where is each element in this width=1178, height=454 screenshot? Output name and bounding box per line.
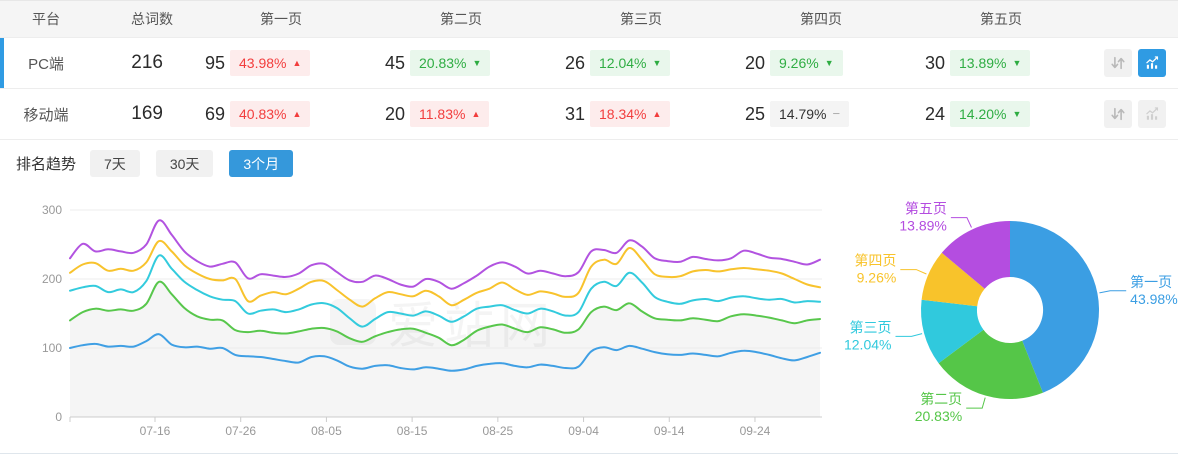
svg-text:09-24: 09-24: [740, 424, 771, 438]
page2-change-badge: 11.83% ▲: [410, 101, 490, 127]
trend-section-bar: 排名趋势 7天 30天 3个月: [0, 140, 1178, 187]
svg-text:13.89%: 13.89%: [899, 218, 946, 234]
page4-change-badge: 9.26% ▼: [770, 50, 843, 76]
svg-text:09-14: 09-14: [654, 424, 685, 438]
page5-count: 30: [924, 52, 945, 73]
svg-text:0: 0: [55, 410, 62, 424]
platform-name: 移动端: [23, 106, 69, 124]
svg-text:07-16: 07-16: [140, 424, 171, 438]
page5-change-badge: 14.20% ▼: [950, 101, 1031, 127]
tab-7-days[interactable]: 7天: [90, 150, 140, 177]
svg-text:第二页: 第二页: [920, 391, 962, 407]
change-percent: 14.20%: [959, 106, 1007, 122]
page2-count: 45: [384, 52, 405, 73]
total-words-value: 216: [131, 52, 163, 73]
trend-chart-button[interactable]: [1138, 49, 1166, 77]
svg-text:43.98%: 43.98%: [1130, 291, 1177, 307]
change-percent: 11.83%: [419, 106, 466, 122]
svg-text:100: 100: [42, 341, 62, 355]
change-percent: 13.89%: [959, 55, 1007, 71]
svg-text:12.04%: 12.04%: [844, 336, 891, 352]
change-percent: 20.83%: [419, 55, 467, 71]
trend-down-icon: ▼: [1012, 109, 1022, 119]
svg-text:第四页: 第四页: [854, 253, 896, 269]
sort-button[interactable]: [1104, 49, 1132, 77]
trend-chart-button[interactable]: [1138, 100, 1166, 128]
sort-arrows-icon: [1111, 107, 1125, 121]
sort-button[interactable]: [1104, 100, 1132, 128]
trend-down-icon: ▼: [1012, 58, 1022, 68]
svg-text:20.83%: 20.83%: [915, 408, 962, 424]
col-header-total-words: 总词数: [131, 11, 173, 27]
trend-chart-icon: [1146, 107, 1159, 120]
tab-3-months[interactable]: 3个月: [229, 150, 294, 177]
table-row-mobile[interactable]: 移动端 169 69 40.83% ▲ 20 11.83% ▲ 31 18.34% ▲…: [0, 89, 1178, 140]
change-percent: 43.98%: [239, 55, 287, 71]
svg-text:9.26%: 9.26%: [857, 270, 897, 286]
svg-text:第一页: 第一页: [1130, 274, 1172, 290]
svg-text:08-15: 08-15: [397, 424, 428, 438]
page3-count: 31: [564, 103, 585, 124]
trend-down-icon: ▼: [472, 58, 482, 68]
page1-change-badge: 43.98% ▲: [230, 50, 311, 76]
trend-up-icon: ▲: [471, 109, 481, 119]
sort-arrows-icon: [1111, 56, 1125, 70]
page3-change-badge: 18.34% ▲: [590, 101, 671, 127]
change-percent: 18.34%: [599, 106, 647, 122]
ranking-trend-line-chart: 爱站网 0 100 200 300 07-16 07-26 08-05 08-15 08-25 09…: [42, 203, 822, 438]
svg-text:09-04: 09-04: [568, 424, 599, 438]
col-header-page2: 第二页: [440, 11, 482, 27]
page5-change-badge: 13.89% ▼: [950, 50, 1031, 76]
page1-count: 69: [204, 103, 225, 124]
col-header-page3: 第三页: [620, 11, 662, 27]
svg-text:08-25: 08-25: [482, 424, 513, 438]
page3-change-badge: 12.04% ▼: [590, 50, 671, 76]
col-header-page4: 第四页: [800, 11, 842, 27]
svg-text:第三页: 第三页: [849, 319, 891, 335]
svg-text:300: 300: [42, 203, 62, 217]
page2-change-badge: 20.83% ▼: [410, 50, 491, 76]
page4-change-badge: 14.79% −: [770, 101, 850, 127]
trend-section-title: 排名趋势: [16, 156, 77, 173]
page3-count: 26: [564, 52, 585, 73]
charts-area: 爱站网 0 100 200 300 07-16 07-26 08-05 08-15 08-25 09…: [0, 187, 1178, 453]
page4-count: 20: [744, 52, 765, 73]
platform-name: PC端: [28, 55, 64, 73]
platform-rank-table: 平台 总词数 第一页 第二页 第三页 第四页 第五页 PC端 216 95 43…: [0, 1, 1178, 140]
change-percent: 40.83%: [239, 106, 287, 122]
page4-count: 25: [744, 103, 765, 124]
trend-down-icon: ▼: [652, 58, 662, 68]
page1-count: 95: [204, 52, 225, 73]
change-percent: 12.04%: [599, 55, 647, 71]
trend-flat-icon: −: [832, 105, 841, 121]
col-header-page5: 第五页: [980, 11, 1022, 27]
page2-count: 20: [384, 103, 405, 124]
trend-up-icon: ▲: [292, 58, 302, 68]
svg-text:200: 200: [42, 272, 62, 286]
trend-chart-icon: [1146, 56, 1159, 69]
table-header: 平台 总词数 第一页 第二页 第三页 第四页 第五页: [0, 1, 1178, 38]
change-percent: 14.79%: [779, 106, 827, 122]
tab-30-days[interactable]: 30天: [155, 150, 214, 177]
table-row-pc[interactable]: PC端 216 95 43.98% ▲ 45 20.83% ▼ 26 12.04% ▼…: [0, 38, 1178, 89]
svg-text:08-05: 08-05: [311, 424, 342, 438]
trend-up-icon: ▲: [292, 109, 302, 119]
col-header-page1: 第一页: [260, 11, 302, 27]
col-header-platform: 平台: [32, 11, 60, 27]
svg-text:爱站网: 爱站网: [388, 298, 556, 354]
svg-text:第五页: 第五页: [905, 201, 947, 217]
trend-up-icon: ▲: [652, 109, 662, 119]
svg-text:07-26: 07-26: [225, 424, 256, 438]
total-words-value: 169: [131, 103, 163, 124]
change-percent: 9.26%: [779, 55, 819, 71]
page1-change-badge: 40.83% ▲: [230, 101, 311, 127]
trend-down-icon: ▼: [824, 58, 834, 68]
page5-count: 24: [924, 103, 945, 124]
